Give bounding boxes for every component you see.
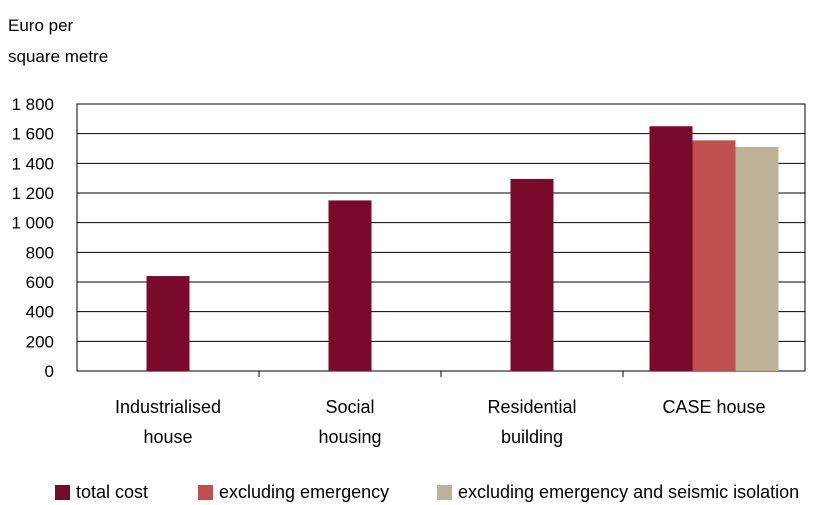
- x-category-label: Residential: [487, 397, 576, 417]
- y-tick-label: 600: [26, 273, 54, 292]
- x-category-label: housing: [318, 427, 381, 447]
- legend-swatch-excluding-emergency: [198, 485, 213, 500]
- legend-label-excluding-emergency-seismic: excluding emergency and seismic isolatio…: [458, 482, 800, 502]
- legend-label-total-cost: total cost: [76, 482, 149, 502]
- y-tick-label: 1 000: [11, 214, 54, 233]
- y-axis-title-line-2: square metre: [8, 47, 109, 66]
- legend: total cost excluding emergency excluding…: [0, 482, 824, 504]
- legend-swatch-total-cost: [55, 485, 70, 500]
- x-category-label: Social: [325, 397, 374, 417]
- bar-excluding-emergency-and-seismic-isolation-3: [735, 147, 779, 371]
- legend-label-excluding-emergency: excluding emergency: [219, 482, 390, 502]
- x-category-label: CASE house: [662, 397, 765, 417]
- bar-total-cost-1: [328, 200, 372, 371]
- y-tick-label: 1 200: [11, 184, 54, 203]
- bar-excluding-emergency-3: [692, 140, 736, 371]
- y-tick-label: 200: [26, 332, 54, 351]
- bar-total-cost-0: [146, 276, 190, 371]
- y-tick-label: 400: [26, 303, 54, 322]
- y-tick-label: 1 800: [11, 95, 54, 114]
- y-tick-label: 800: [26, 243, 54, 262]
- y-tick-label: 1 600: [11, 125, 54, 144]
- y-axis-title-line-1: Euro per: [8, 16, 74, 35]
- bar-total-cost-2: [510, 178, 554, 371]
- y-tick-label: 1 400: [11, 154, 54, 173]
- x-category-label: building: [501, 427, 563, 447]
- x-category-label: Industrialised: [115, 397, 221, 417]
- legend-item-total-cost: total cost: [55, 482, 148, 503]
- y-tick-label: 0: [45, 362, 54, 381]
- bar-total-cost-3: [649, 126, 693, 371]
- legend-item-excluding-emergency-seismic: excluding emergency and seismic isolatio…: [437, 482, 799, 503]
- legend-item-excluding-emergency: excluding emergency: [198, 482, 389, 503]
- bar-chart: 0 200 400 600 800 1 000 1 200 1 400 1 600 1 800 In…: [11, 95, 806, 447]
- x-category-label: house: [143, 427, 192, 447]
- legend-swatch-excluding-emergency-seismic: [437, 485, 452, 500]
